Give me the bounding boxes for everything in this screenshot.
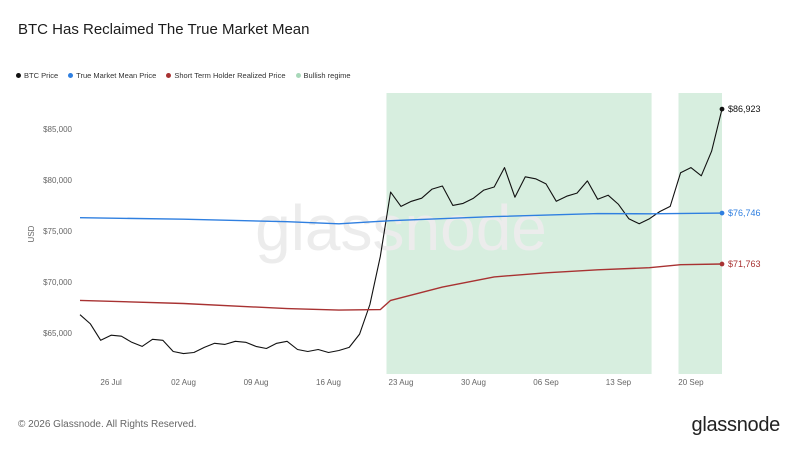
watermark: glassnode bbox=[255, 192, 547, 264]
series-line-btc-price bbox=[79, 108, 723, 355]
y-tick-label-1: $70,000 bbox=[43, 278, 72, 287]
chart-legend: BTC Price True Market Mean Price Short T… bbox=[16, 71, 351, 80]
legend-label-bullish-regime: Bullish regime bbox=[303, 71, 351, 80]
x-tick-label-2: 09 Aug bbox=[244, 378, 269, 387]
end-marker-0 bbox=[719, 106, 725, 112]
legend-label-btc-price: BTC Price bbox=[24, 71, 59, 80]
legend-dot-btc-price bbox=[16, 73, 21, 78]
bullish-regime-region-0 bbox=[386, 93, 652, 374]
legend-dot-true-market-mean bbox=[68, 73, 74, 78]
x-tick-label-1: 02 Aug bbox=[171, 378, 196, 387]
legend-dot-bullish-regime bbox=[295, 73, 301, 78]
series-line-true-market-mean-price bbox=[79, 212, 723, 225]
end-marker-1 bbox=[719, 210, 725, 216]
legend-item-bullish-regime[interactable]: Bullish regime bbox=[295, 71, 351, 80]
y-tick-label-2: $75,000 bbox=[43, 227, 72, 236]
chart-title: BTC Has Reclaimed The True Market Mean bbox=[18, 21, 310, 38]
legend-label-sth-realized-price: Short Term Holder Realized Price bbox=[174, 71, 286, 80]
end-label-0: $86,923 bbox=[728, 104, 761, 114]
copyright-text: © 2026 Glassnode. All Rights Reserved. bbox=[18, 419, 197, 430]
glassnode-logo: glassnode bbox=[691, 414, 781, 436]
y-tick-label-3: $80,000 bbox=[43, 176, 72, 185]
x-tick-label-3: 16 Aug bbox=[316, 378, 341, 387]
legend-item-true-market-mean[interactable]: True Market Mean Price bbox=[68, 71, 156, 80]
x-tick-label-6: 06 Sep bbox=[533, 378, 559, 387]
end-label-1: $76,746 bbox=[728, 208, 761, 218]
legend-label-true-market-mean: True Market Mean Price bbox=[76, 71, 157, 80]
y-axis-label: USD bbox=[27, 225, 36, 242]
legend-item-btc-price[interactable]: BTC Price bbox=[16, 71, 58, 80]
x-tick-label-4: 23 Aug bbox=[389, 378, 414, 387]
y-tick-label-0: $65,000 bbox=[43, 329, 72, 338]
series-line-short-term-holder-realized-price bbox=[79, 263, 723, 311]
x-tick-label-8: 20 Sep bbox=[678, 378, 704, 387]
y-tick-label-4: $85,000 bbox=[43, 125, 72, 134]
end-marker-2 bbox=[719, 261, 725, 267]
x-tick-label-7: 13 Sep bbox=[606, 378, 632, 387]
legend-item-sth-realized-price[interactable]: Short Term Holder Realized Price bbox=[166, 71, 286, 80]
legend-dot-sth-realized-price bbox=[166, 73, 172, 78]
end-label-2: $71,763 bbox=[728, 259, 761, 269]
x-tick-label-5: 30 Aug bbox=[461, 378, 486, 387]
x-tick-label-0: 26 Jul bbox=[100, 378, 122, 387]
